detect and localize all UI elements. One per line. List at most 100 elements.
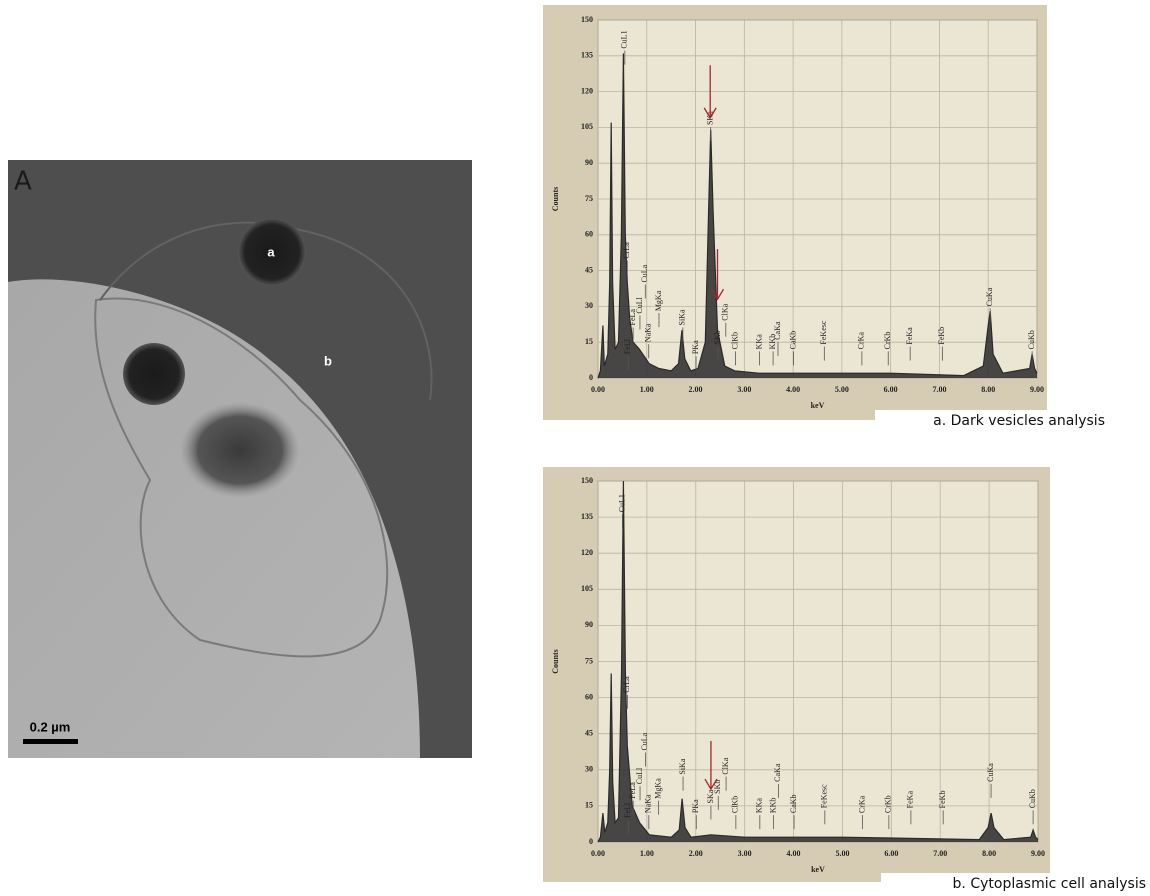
region-label: a	[267, 244, 275, 259]
vesicle	[180, 402, 300, 498]
caption-background	[875, 410, 1108, 432]
y-tick-label: 90	[585, 620, 593, 629]
peak-label: KKa	[755, 798, 764, 814]
y-tick-label: 30	[585, 765, 593, 774]
peak-label: FeKa	[905, 327, 914, 345]
x-axis-label: keV	[811, 401, 825, 410]
x-tick-label: 2.00	[689, 849, 703, 858]
peak-label: KKb	[768, 334, 777, 350]
y-tick-label: 15	[585, 337, 593, 346]
peak-label: FeLa	[628, 782, 637, 799]
peak-label: CuKa	[986, 763, 995, 782]
peak-label: CuKb	[1027, 330, 1036, 349]
peak-label: SKb	[713, 780, 722, 794]
x-tick-label: 0.00	[591, 385, 605, 394]
peak-label: CaKb	[789, 794, 798, 813]
peak-label: SKa	[706, 789, 715, 803]
peak-label: PKa	[691, 799, 700, 813]
peak-label: FeLa	[628, 309, 637, 326]
peak-label: CaKb	[788, 331, 797, 350]
x-tick-label: 6.00	[884, 385, 898, 394]
peak-label: ClKb	[731, 796, 740, 813]
peak-label: CuLa	[640, 732, 649, 750]
peak-label: ClKa	[721, 303, 730, 320]
peak-label: CrKa	[857, 795, 866, 813]
x-tick-label: 9.00	[1030, 385, 1044, 394]
peak-label: CuLl	[635, 296, 644, 313]
peak-label: CrKb	[883, 332, 892, 350]
y-tick-label: 60	[585, 692, 593, 701]
y-tick-label: 60	[585, 230, 593, 239]
region-label: b	[324, 353, 332, 368]
y-tick-label: 15	[585, 801, 593, 810]
y-tick-label: 150	[581, 476, 593, 485]
peak-label: CuLa	[640, 264, 649, 282]
y-tick-label: 90	[585, 158, 593, 167]
y-tick-label: 75	[585, 656, 593, 665]
scale-bar	[23, 739, 78, 744]
spectrum-area	[598, 53, 1037, 379]
peak-label: CuL1	[617, 494, 626, 512]
peak-label: CrLa	[622, 676, 631, 693]
x-tick-label: 7.00	[933, 849, 947, 858]
y-tick-label: 120	[581, 86, 593, 95]
scale-bar-label: 0.2 µm	[30, 719, 71, 734]
peak-label: ClKb	[730, 332, 739, 349]
peak-label: FeKb	[937, 327, 946, 345]
x-tick-label: 1.00	[640, 385, 654, 394]
chart-caption: b. Cytoplasmic cell analysis	[953, 876, 1146, 892]
y-tick-label: 0	[589, 837, 593, 846]
x-tick-label: 8.00	[982, 849, 996, 858]
peak-label: NaKa	[644, 323, 653, 342]
peak-label: FeKb	[938, 791, 947, 809]
peak-label: CrLa	[622, 242, 631, 259]
x-tick-label: 5.00	[835, 385, 849, 394]
x-tick-label: 3.00	[738, 849, 752, 858]
peak-label: FeLl	[623, 802, 632, 818]
x-tick-label: 6.00	[884, 849, 898, 858]
peak-label: FeKesc	[820, 784, 829, 808]
y-tick-label: 45	[585, 729, 593, 738]
y-tick-label: 0	[589, 373, 593, 382]
y-tick-label: 120	[581, 548, 593, 557]
peak-label: FeKa	[906, 791, 915, 809]
membrane	[99, 221, 433, 401]
arrow-head	[703, 107, 717, 120]
peak-label: CrKa	[857, 332, 866, 350]
x-tick-label: 8.00	[981, 385, 995, 394]
peak-label: CuKb	[1028, 789, 1037, 808]
x-tick-label: 7.00	[932, 385, 946, 394]
peak-label: SiKa	[678, 309, 687, 325]
peak-label: SKb	[713, 330, 722, 344]
peak-label: FeLl	[623, 338, 632, 354]
x-tick-label: 0.00	[591, 849, 605, 858]
y-tick-label: 135	[581, 51, 593, 60]
y-tick-label: 75	[585, 194, 593, 203]
x-tick-label: 5.00	[835, 849, 849, 858]
peak-label: MgKa	[653, 778, 662, 799]
peak-label: NaKa	[644, 794, 653, 813]
caption-background	[881, 873, 1149, 895]
y-axis-label: Counts	[551, 187, 560, 211]
x-tick-label: 9.00	[1031, 849, 1045, 858]
arrow-head	[710, 288, 725, 301]
x-axis-label: keV	[811, 865, 825, 874]
vesicle	[238, 218, 306, 286]
peak-label: PKa	[691, 340, 700, 354]
y-tick-label: 150	[581, 15, 593, 24]
peak-label: CaKa	[773, 321, 782, 340]
x-tick-label: 4.00	[787, 849, 801, 858]
arrow-head	[704, 778, 718, 791]
micrograph: A a b 0.2 µm	[8, 160, 472, 758]
x-tick-label: 3.00	[737, 385, 751, 394]
y-tick-label: 30	[585, 301, 593, 310]
chart: 0 15 30 45 60 75 90 105 120 135 150 0.00 1.00 2.00 3.0…	[543, 467, 1149, 895]
x-tick-label: 4.00	[786, 385, 800, 394]
peak-label: ClKa	[721, 757, 730, 774]
peak-label: FeKesc	[819, 320, 828, 344]
vesicle	[123, 343, 185, 405]
peak-label: KKb	[768, 798, 777, 814]
peak-label: MgKa	[654, 290, 663, 311]
